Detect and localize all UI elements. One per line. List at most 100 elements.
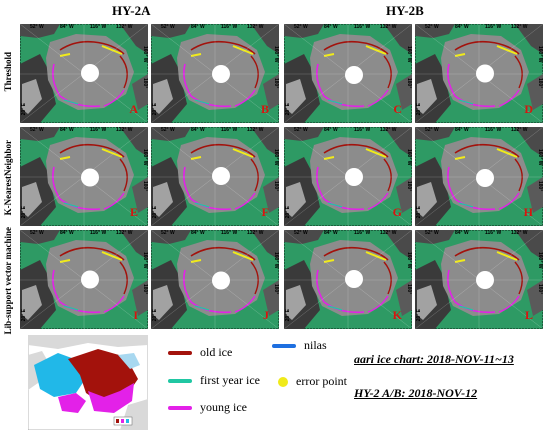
panel-label: F — [261, 205, 269, 219]
map-svg — [20, 24, 148, 123]
lat-label: 180° — [142, 181, 148, 192]
lon-label: 116° W — [90, 24, 107, 30]
lat-label: 180° — [406, 181, 412, 192]
lon-label: 52° W — [425, 24, 439, 30]
panel-label: G — [392, 205, 402, 219]
sea-ice-map-panel: D 52° W 84° W 116° W 132° W 160° W 180° 20° E — [415, 24, 543, 123]
panel-label: I — [133, 308, 138, 322]
sea-ice-map-panel: H 52° W 84° W 116° W 132° W 160° W 180° 20° E — [415, 127, 543, 226]
panel-label: C — [393, 102, 402, 116]
row-label-knn: K-NearestNeighbor — [3, 139, 13, 216]
lon-label: 132° W — [511, 127, 528, 133]
lon-label: 84° W — [60, 24, 74, 30]
lon-label: 132° W — [380, 230, 397, 236]
side-label: 20° E — [416, 102, 422, 115]
lat-label: 160° W — [273, 46, 279, 63]
lon-label: 84° W — [60, 127, 74, 133]
lon-label: 116° W — [90, 230, 107, 236]
panel-label: D — [524, 102, 533, 116]
lon-label: 52° W — [30, 24, 44, 30]
sea-ice-map-panel: C 52° W 84° W 116° W 132° W 160° W 180° 20° E — [284, 24, 412, 123]
lat-label: 180° — [273, 78, 279, 89]
sea-ice-map-panel: E 52° W 84° W 116° W 132° W 160° W 180° 20° E — [20, 127, 148, 226]
lon-label: 84° W — [324, 127, 338, 133]
lon-label: 52° W — [425, 127, 439, 133]
legend-nilas: nilas — [272, 338, 327, 353]
lat-label: 180° — [537, 78, 543, 89]
error-point-swatch — [278, 376, 288, 387]
lat-label: 180° — [537, 181, 543, 192]
panel-label: J — [263, 308, 269, 322]
map-svg — [284, 127, 412, 226]
lon-label: 84° W — [191, 24, 205, 30]
lon-label: 84° W — [455, 24, 469, 30]
lat-label: 160° W — [537, 46, 543, 63]
sea-ice-map-panel: J 52° W 84° W 116° W 132° W 160° W 180° 20° E — [151, 230, 279, 329]
lat-label: 160° W — [273, 149, 279, 166]
row-label-threshold: Threshold — [3, 52, 13, 92]
lon-label: 52° W — [294, 127, 308, 133]
lat-label: 180° — [142, 78, 148, 89]
lon-label: 132° W — [116, 127, 133, 133]
sea-ice-map-panel: G 52° W 84° W 116° W 132° W 160° W 180° 20° E — [284, 127, 412, 226]
lon-label: 116° W — [485, 24, 502, 30]
side-label: 20° E — [21, 308, 27, 321]
lat-label: 160° W — [142, 46, 148, 63]
legend-error-point: error point — [272, 374, 347, 389]
legend-young-ice: young ice — [168, 400, 247, 415]
lon-label: 132° W — [247, 24, 264, 30]
side-label: 20° E — [416, 308, 422, 321]
lat-label: 180° — [142, 284, 148, 295]
map-svg — [151, 24, 279, 123]
lon-label: 132° W — [511, 230, 528, 236]
panel-label: E — [129, 205, 138, 219]
map-svg — [415, 127, 543, 226]
lon-label: 132° W — [380, 24, 397, 30]
sea-ice-map-panel: L 52° W 84° W 116° W 132° W 160° W 180° 20° E — [415, 230, 543, 329]
lat-label: 160° W — [406, 46, 412, 63]
header-hy2b: HY-2B — [386, 3, 424, 18]
lon-label: 52° W — [30, 127, 44, 133]
lat-label: 180° — [273, 284, 279, 295]
lon-label: 52° W — [161, 230, 175, 236]
lon-label: 116° W — [354, 230, 371, 236]
lon-label: 84° W — [191, 127, 205, 133]
lat-label: 180° — [406, 284, 412, 295]
legend-old-ice: old ice — [168, 345, 232, 360]
sea-ice-map-panel: K 52° W 84° W 116° W 132° W 160° W 180° 20° E — [284, 230, 412, 329]
map-svg — [415, 230, 543, 329]
legend-first-year-ice: first year ice — [168, 373, 260, 388]
panel-label: L — [524, 308, 533, 322]
lat-label: 160° W — [537, 252, 543, 269]
note-aari-chart: aari ice chart: 2018-NOV-11~13 — [354, 352, 514, 366]
side-label: 20° E — [285, 102, 291, 115]
side-label: 20° E — [152, 308, 158, 321]
aari-chart-thumbnail — [27, 334, 149, 431]
map-svg — [20, 230, 148, 329]
lon-label: 116° W — [354, 127, 371, 133]
young-ice-swatch — [168, 405, 192, 410]
sea-ice-map-panel: A 52° W 84° W 116° W 132° W 160° W 180° 20° E — [20, 24, 148, 123]
lat-label: 180° — [406, 78, 412, 89]
panel-label: H — [523, 205, 533, 219]
map-svg — [20, 127, 148, 226]
lon-label: 116° W — [354, 24, 371, 30]
lat-label: 160° W — [406, 252, 412, 269]
lon-label: 52° W — [294, 230, 308, 236]
lon-label: 84° W — [455, 127, 469, 133]
lon-label: 132° W — [247, 230, 264, 236]
old-ice-swatch — [168, 350, 192, 355]
lon-label: 132° W — [511, 24, 528, 30]
lon-label: 116° W — [221, 127, 238, 133]
lon-label: 132° W — [116, 230, 133, 236]
lon-label: 84° W — [60, 230, 74, 236]
map-svg — [415, 24, 543, 123]
sea-ice-map-panel: B 52° W 84° W 116° W 132° W 160° W 180° 20° E — [151, 24, 279, 123]
lon-label: 116° W — [221, 24, 238, 30]
nilas-swatch — [272, 343, 296, 348]
sea-ice-map-panel: F 52° W 84° W 116° W 132° W 160° W 180° 20° E — [151, 127, 279, 226]
panel-label: K — [392, 308, 402, 322]
lon-label: 132° W — [116, 24, 133, 30]
panel-label: B — [260, 102, 269, 116]
side-label: 20° E — [285, 308, 291, 321]
